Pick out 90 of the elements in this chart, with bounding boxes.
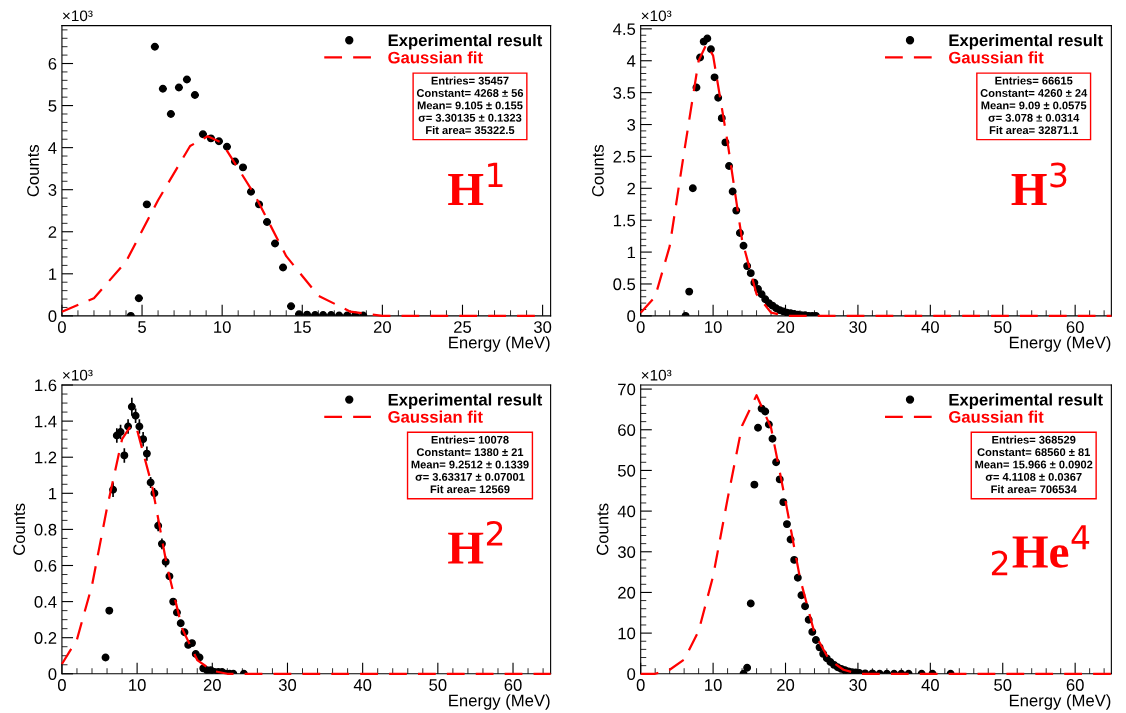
- x-tick-label: 50: [994, 679, 1012, 691]
- y-tick-label: 1.4: [35, 415, 57, 428]
- text: ×10³: [641, 10, 672, 22]
- annotation: H$^{3}$: [1011, 162, 1067, 206]
- y-tick-label: 3: [627, 118, 636, 131]
- y-tick-label: 6: [48, 57, 57, 70]
- y-tick-label: 1: [49, 487, 57, 500]
- x-tick-label: 30: [849, 321, 867, 333]
- x-tick-label: 10: [129, 679, 146, 691]
- x-tick-label: 25: [454, 321, 472, 333]
- text: ×10³: [62, 10, 93, 22]
- annotation: H$^{1}$: [448, 162, 503, 206]
- y-tick-label: 4.5: [613, 23, 636, 36]
- y-tick-label: 30: [617, 546, 636, 558]
- x-axis-title: Energy (MeV): [449, 336, 550, 352]
- x-tick-label: 30: [849, 679, 867, 691]
- x-tick-label: 60: [1066, 679, 1084, 691]
- x-tick-label: 0: [636, 321, 645, 333]
- legend-label: Experimental result: [388, 393, 543, 409]
- y-axis-title: Counts: [596, 503, 609, 555]
- y-tick-label: 0: [627, 668, 636, 680]
- x-tick-label: 20: [777, 679, 795, 691]
- x-tick-label: 50: [429, 679, 447, 691]
- y-tick-label: 10: [618, 627, 636, 640]
- y-axis-title: Counts: [27, 144, 39, 197]
- x-tick-label: 40: [921, 679, 939, 691]
- y-tick-label: 0.2: [34, 632, 57, 644]
- x-tick-label: 20: [373, 321, 391, 333]
- y-axis-title: Counts: [592, 144, 604, 197]
- y-tick-label: 50: [617, 464, 636, 477]
- x-tick-label: 40: [921, 321, 939, 333]
- y-tick-label: 0: [627, 310, 636, 323]
- legend-label: Gaussian fit: [949, 410, 1044, 423]
- y-tick-label: 2: [48, 226, 57, 238]
- x-axis-title: Energy (MeV): [1009, 336, 1111, 352]
- text: ×10³: [62, 369, 93, 381]
- y-tick-label: 0.4: [34, 595, 57, 608]
- y-tick-label: 4: [626, 55, 636, 67]
- legend-label: Experimental result: [949, 34, 1103, 50]
- annotation: $_{2}$He$^{4}$: [991, 525, 1090, 576]
- annotation: Entries= 368529 Constant= 68560 ± 81 Mean= 15.966 ± 0.0902 σ= 4.1108 ± 0.0367 Fit area= 706534: [975, 435, 1093, 494]
- y-tick-label: 40: [617, 505, 636, 518]
- x-tick-label: 20: [203, 679, 221, 691]
- x-tick-label: 10: [705, 679, 722, 691]
- y-tick-label: 0.8: [34, 523, 57, 536]
- x-tick-label: 60: [1066, 321, 1084, 333]
- x-tick-label: 5: [138, 321, 146, 333]
- y-tick-label: 1.6: [35, 379, 57, 392]
- x-tick-label: 60: [504, 679, 522, 691]
- y-tick-label: 2.5: [613, 150, 636, 163]
- legend-label: Gaussian fit: [949, 51, 1044, 64]
- x-tick-label: 50: [994, 321, 1012, 333]
- x-tick-label: 30: [533, 321, 552, 333]
- text: ×10³: [641, 369, 672, 381]
- x-tick-label: 15: [294, 321, 311, 333]
- y-tick-label: 1.2: [35, 451, 57, 464]
- y-tick-label: 5: [48, 100, 57, 112]
- annotation: Entries= 10078 Constant= 1380 ± 21 Mean= 9.2512 ± 0.1339 σ= 3.63317 ± 0.07001 Fit area= 12569: [411, 435, 529, 494]
- annotation: Entries= 35457 Constant= 4268 ± 56 Mean= 9.105 ± 0.155 σ= 3.30135 ± 0.1323 Fit area= 35322.5: [416, 76, 524, 135]
- y-tick-label: 1.5: [613, 214, 636, 227]
- y-tick-label: 0: [48, 668, 57, 680]
- legend-label: Gaussian fit: [388, 51, 483, 64]
- y-tick-label: 2: [627, 182, 635, 195]
- x-tick-label: 0: [57, 321, 66, 333]
- x-tick-label: 10: [705, 321, 722, 333]
- y-tick-label: 20: [618, 586, 636, 599]
- legend-label: Gaussian fit: [388, 410, 483, 423]
- x-tick-label: 40: [353, 679, 372, 691]
- x-tick-label: 0: [636, 679, 645, 691]
- y-tick-label: 70: [618, 383, 636, 396]
- y-tick-label: 1: [627, 246, 636, 259]
- legend-label: Experimental result: [949, 393, 1103, 409]
- y-tick-label: 3.5: [613, 87, 636, 99]
- x-tick-label: 30: [278, 679, 297, 691]
- y-tick-label: 0.5: [613, 278, 636, 291]
- x-axis-title: Energy (MeV): [449, 694, 550, 710]
- x-tick-label: 0: [57, 679, 66, 691]
- legend-label: Experimental result: [388, 34, 543, 50]
- annotation: H$^{2}$: [448, 520, 503, 564]
- x-tick-label: 20: [777, 321, 795, 333]
- y-tick-label: 60: [618, 424, 636, 436]
- y-tick-label: 0.6: [34, 559, 57, 572]
- y-tick-label: 0: [48, 310, 57, 323]
- y-tick-label: 1: [49, 268, 57, 280]
- annotation: Entries= 66615 Constant= 4260 ± 24 Mean= 9.09 ± 0.0575 σ= 3.078 ± 0.0314 Fit area= 32871.1: [980, 76, 1088, 135]
- x-axis-title: Energy (MeV): [1009, 694, 1111, 710]
- y-tick-label: 3: [48, 184, 57, 196]
- y-tick-label: 4: [48, 142, 57, 154]
- x-tick-label: 10: [214, 321, 231, 333]
- y-axis-title: Counts: [13, 503, 26, 555]
